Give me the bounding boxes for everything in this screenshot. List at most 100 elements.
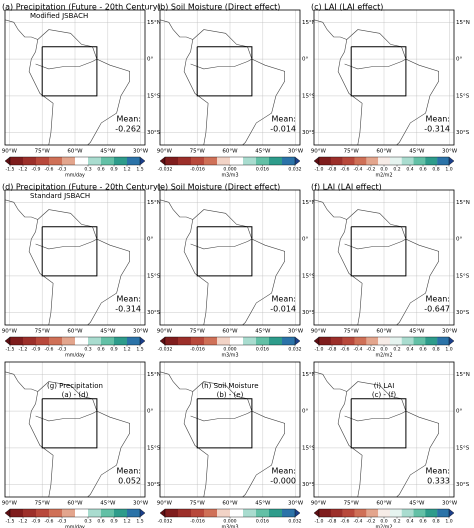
colorbar-unit: m3/m3: [221, 173, 238, 179]
mean-value: -0.000: [270, 477, 296, 486]
colorbar-tick-label: 0.6: [97, 167, 104, 173]
mean-label: Mean:: [117, 115, 142, 124]
colorbar-tick-label: 0.4: [406, 347, 413, 353]
region-box: [41, 46, 98, 97]
colorbar-segment: [127, 509, 141, 517]
colorbar-segment: [230, 157, 244, 165]
colorbar-extend: [313, 156, 320, 166]
colorbar-tick-label: 0.0: [380, 519, 387, 525]
mean-value: 0.333: [427, 477, 450, 486]
lat-label: 30°S: [302, 310, 316, 316]
lon-label: 30°W: [442, 329, 458, 335]
colorbar-segment: [437, 157, 450, 165]
lat-label: 15°N: [147, 372, 161, 378]
coastline: [5, 371, 38, 392]
lon-label: 45°W: [100, 149, 116, 155]
colorbar-unit: m2/m2: [375, 353, 392, 359]
mean-label: Mean:: [117, 467, 142, 476]
mean-label: Mean:: [117, 295, 142, 304]
river: [35, 58, 98, 70]
colorbar-tick-label: -0.6: [45, 519, 54, 525]
colorbar-extend: [448, 336, 455, 346]
colorbar-extend: [448, 156, 455, 166]
colorbar-frame: [9, 156, 141, 166]
colorbar-segment: [204, 509, 218, 517]
colorbar-segment: [114, 509, 128, 517]
lon-label: 90°W: [157, 329, 173, 335]
colorbar-segment: [378, 509, 391, 517]
colorbar-segment: [62, 337, 76, 345]
colorbar-segment: [319, 337, 332, 345]
colorbar-tick-label: 0.9: [110, 519, 117, 525]
map: [5, 10, 145, 145]
colorbar-segment: [389, 157, 402, 165]
colorbar-segment: [75, 509, 89, 517]
colorbar-tick-label: 0.0: [380, 347, 387, 353]
mean-label: Mean:: [426, 295, 451, 304]
region-box: [196, 226, 253, 277]
lat-label: 30°S: [456, 310, 470, 316]
panel-title: (i) LAI: [374, 382, 395, 390]
river: [344, 58, 407, 70]
colorbar-tick-label: -1.2: [19, 519, 28, 525]
colorbar-tick-label: -1.2: [19, 347, 28, 353]
colorbar-tick-label: 1.5: [136, 167, 143, 173]
lat-label: 15°N: [456, 20, 470, 26]
colorbar-tick-label: -0.4: [354, 519, 363, 525]
colorbar-segment: [366, 337, 379, 345]
colorbar-segment: [413, 337, 426, 345]
lat-label: 0°: [147, 57, 153, 63]
colorbar-segment: [88, 509, 102, 517]
lon-label: 60°W: [67, 149, 83, 155]
colorbar-segment: [62, 157, 76, 165]
lon-label: 30°W: [133, 501, 149, 507]
colorbar-segment: [437, 509, 450, 517]
colorbar-extend: [4, 156, 11, 166]
lon-label: 45°W: [255, 501, 271, 507]
colorbar-extend: [294, 508, 301, 518]
panel-title: (d) Precipitation (Future - 20th Century…: [2, 183, 161, 192]
map: [5, 190, 145, 325]
colorbar-tick-label: 0.0: [380, 167, 387, 173]
colorbar-unit: mm/day: [65, 173, 85, 179]
mean-label: Mean:: [426, 115, 451, 124]
colorbar-extend: [313, 508, 320, 518]
colorbar-segment: [165, 509, 179, 517]
colorbar-segment: [330, 157, 343, 165]
lon-label: 60°W: [67, 329, 83, 335]
colorbar-unit: mm/day: [65, 353, 85, 359]
panel-title: (a) Precipitation (Future - 20th Century…: [2, 3, 161, 12]
colorbar-extend: [159, 156, 166, 166]
lat-label: 30°S: [302, 130, 316, 136]
colorbar-tick-label: 0.016: [256, 519, 269, 525]
colorbar-tick-label: 0.3: [84, 347, 91, 353]
colorbar-segment: [269, 157, 283, 165]
colorbar-segment: [36, 157, 50, 165]
colorbar-segment: [425, 157, 438, 165]
lon-label: 30°W: [133, 149, 149, 155]
lat-label: 15°S: [147, 273, 161, 279]
lat-label: 15°S: [456, 93, 470, 99]
river: [35, 238, 98, 250]
lat-label: 15°N: [456, 372, 470, 378]
colorbar-segment: [230, 337, 244, 345]
colorbar-segment: [75, 157, 89, 165]
map: [314, 362, 454, 497]
colorbar-segment: [204, 157, 218, 165]
colorbar-segment: [178, 337, 192, 345]
colorbar-segment: [256, 509, 270, 517]
lon-label: 45°W: [100, 329, 116, 335]
colorbar-extend: [4, 508, 11, 518]
lon-label: 60°W: [376, 149, 392, 155]
region-box: [41, 398, 98, 449]
colorbar-segment: [243, 337, 257, 345]
lon-label: 30°W: [442, 501, 458, 507]
panel-title: (e) Soil Moisture (Direct effect): [157, 183, 280, 192]
colorbar-segment: [437, 337, 450, 345]
coastline: [5, 19, 38, 40]
colorbar-tick-label: -0.2: [367, 347, 376, 353]
colorbar-tick-label: 0.2: [393, 519, 400, 525]
colorbar-segment: [191, 337, 205, 345]
map-frame: [159, 189, 301, 326]
